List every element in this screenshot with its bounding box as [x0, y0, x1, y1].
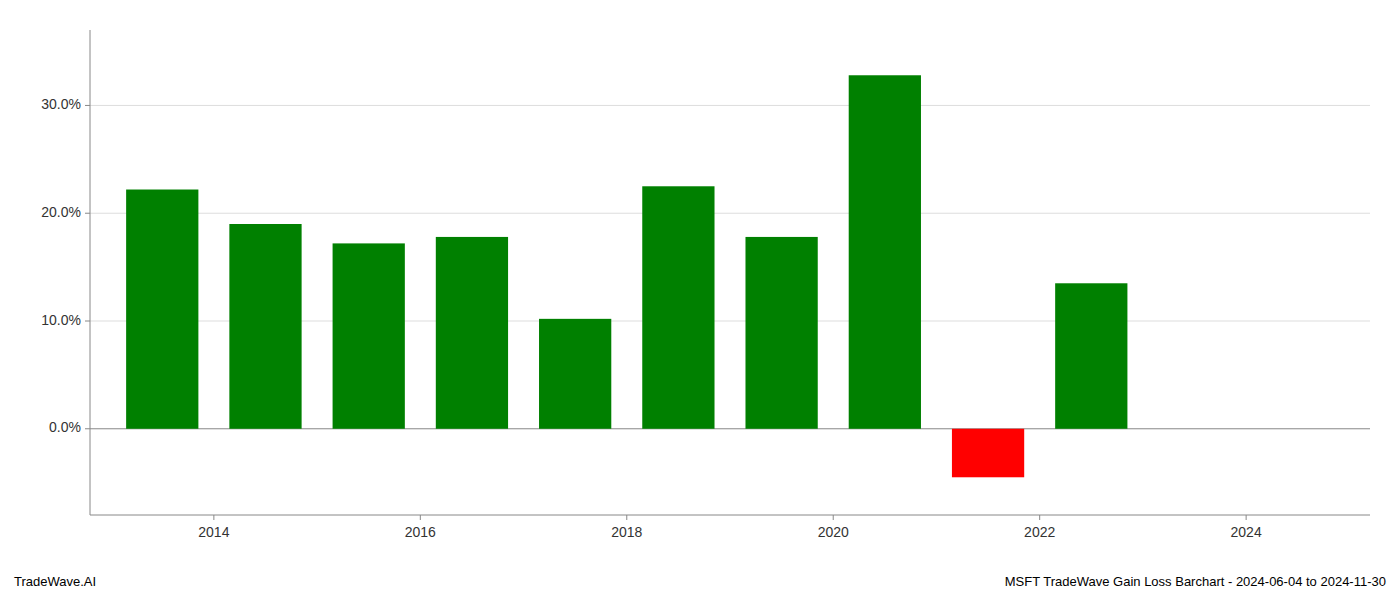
grid-line	[90, 213, 1370, 214]
y-tick	[85, 428, 90, 429]
y-tick	[85, 105, 90, 106]
watermark: TradeWave.AI	[14, 574, 96, 589]
grid-line	[90, 105, 1370, 106]
x-tick	[626, 515, 627, 520]
y-tick	[85, 321, 90, 322]
y-grid	[90, 105, 1370, 428]
x-tick	[1246, 515, 1247, 520]
bar	[229, 224, 301, 429]
y-tick-label: 20.0%	[41, 204, 81, 220]
x-tick	[420, 515, 421, 520]
x-tick-label: 2022	[1024, 524, 1055, 540]
bars	[126, 75, 1127, 477]
bar	[745, 237, 817, 429]
x-tick-label: 2016	[405, 524, 436, 540]
y-tick-label: 10.0%	[41, 312, 81, 328]
bar	[333, 243, 405, 428]
x-tick-label: 2024	[1231, 524, 1262, 540]
bar	[952, 429, 1024, 478]
title: MSFT TradeWave Gain Loss Barchart - 2024…	[1005, 574, 1386, 589]
x-tick-label: 2014	[198, 524, 229, 540]
y-tick-label: 30.0%	[41, 96, 81, 112]
bar	[126, 190, 198, 429]
bar	[1055, 283, 1127, 429]
x-tick-label: 2020	[818, 524, 849, 540]
y-axis-line	[90, 30, 91, 515]
x-tick	[213, 515, 214, 520]
bar	[642, 186, 714, 429]
bar	[539, 319, 611, 429]
x-tick-labels: 2014 2016 2018 2020 2022 2024	[198, 515, 1262, 540]
y-tick-label: 0.0%	[49, 419, 81, 435]
bar	[436, 237, 508, 429]
y-tick-labels: 0.0% 10.0% 20.0% 30.0%	[41, 96, 90, 435]
chart: 0.0%10.0%20.0%30.0%201420162018202020222…	[0, 0, 1400, 600]
bar	[849, 75, 921, 429]
x-tick	[1039, 515, 1040, 520]
x-tick	[833, 515, 834, 520]
x-axis-line	[90, 515, 1370, 516]
y-tick	[85, 213, 90, 214]
x-tick-label: 2018	[611, 524, 642, 540]
